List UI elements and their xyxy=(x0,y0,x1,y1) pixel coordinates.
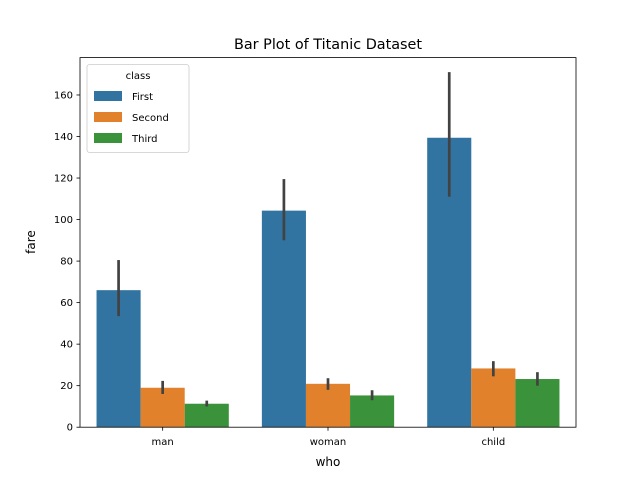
y-tick-label: 120 xyxy=(54,174,73,185)
y-tick-label: 0 xyxy=(67,423,73,434)
y-axis-label: fare xyxy=(24,230,38,254)
x-tick-label: child xyxy=(481,437,505,448)
plot-area xyxy=(79,57,577,428)
y-tick-label: 140 xyxy=(54,132,73,143)
chart-title: Bar Plot of Titanic Dataset xyxy=(234,37,422,53)
legend-swatch-third xyxy=(94,133,122,143)
x-tick-label: woman xyxy=(310,437,347,448)
y-tick-label: 60 xyxy=(60,298,73,309)
bar-second-woman xyxy=(305,383,351,428)
bar-third-child xyxy=(515,379,560,428)
bar-second-man xyxy=(140,387,185,428)
y-axis: 0 20 40 60 80 100 120 140 160 xyxy=(54,90,80,434)
bar-third-woman xyxy=(350,395,395,428)
legend-label-first: First xyxy=(132,92,153,103)
legend-swatch-first xyxy=(94,91,122,101)
bar-first-woman xyxy=(261,210,306,428)
x-axis-label: who xyxy=(316,455,341,469)
legend-title: class xyxy=(126,71,151,82)
x-axis: man woman child xyxy=(152,427,505,448)
x-tick-label: man xyxy=(152,437,174,448)
legend-label-third: Third xyxy=(131,134,158,145)
bar-second-child xyxy=(471,368,516,428)
legend-label-second: Second xyxy=(132,113,169,124)
y-tick-label: 80 xyxy=(60,257,73,268)
legend-swatch-second xyxy=(94,112,122,122)
y-tick-label: 160 xyxy=(54,90,73,101)
y-tick-label: 40 xyxy=(60,340,73,351)
y-tick-label: 20 xyxy=(60,381,73,392)
y-tick-label: 100 xyxy=(54,215,73,226)
legend: class First Second Third xyxy=(86,64,190,153)
bar-third-man xyxy=(184,403,229,428)
legend-box xyxy=(86,64,190,153)
